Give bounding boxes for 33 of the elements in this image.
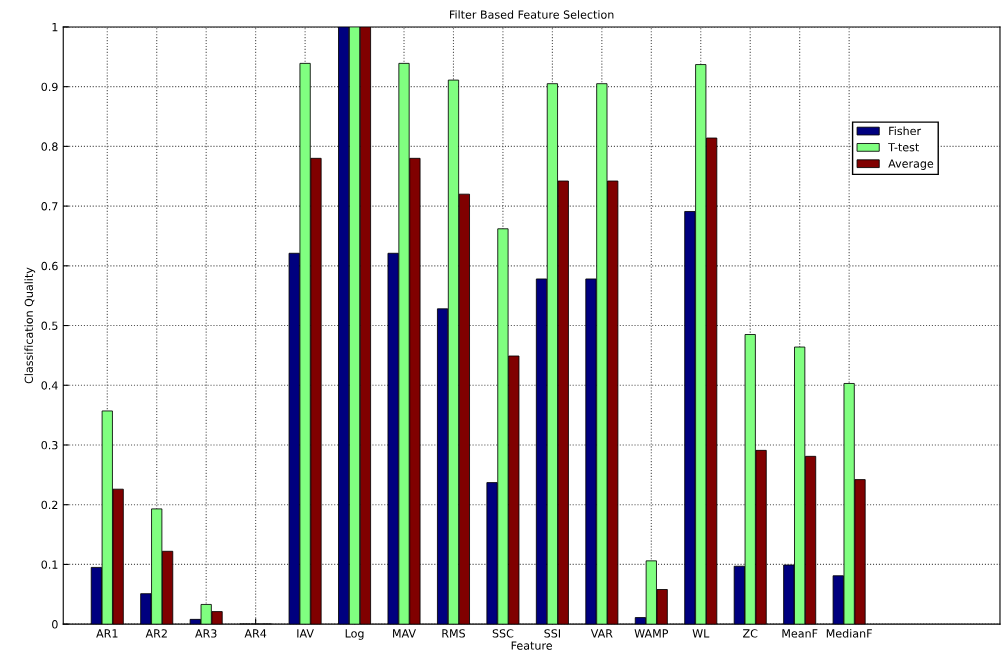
y-tick-label: 0.4: [41, 381, 58, 390]
x-axis-title: Feature: [511, 641, 553, 650]
legend-label: Fisher: [889, 126, 922, 136]
y-axis-title: Classification Quality: [24, 267, 36, 384]
x-tick-label: SSC: [492, 629, 514, 638]
x-tick-label: MeanF: [782, 629, 818, 638]
x-tick-label: IAV: [297, 629, 314, 638]
y-tick-label: 0.8: [41, 142, 58, 151]
y-tick-label: 0.2: [41, 500, 58, 510]
x-tick-label: AR3: [195, 629, 217, 638]
x-tick-label: AR2: [145, 629, 167, 638]
x-tick-label: VAR: [590, 629, 613, 638]
x-tick-label: ZC: [743, 629, 758, 638]
x-tick-label: MedianF: [826, 629, 872, 638]
y-tick-label: 0.5: [41, 321, 58, 330]
x-tick-label: AR1: [96, 629, 118, 638]
chart-title: Filter Based Feature Selection: [450, 10, 614, 19]
y-tick-label: 0.3: [41, 440, 58, 450]
legend-label: Average: [888, 159, 934, 170]
x-tick-label: AR4: [244, 629, 267, 638]
y-tick-label: 0.9: [41, 82, 58, 92]
x-tick-label: WL: [692, 629, 710, 638]
x-tick-label: MAV: [393, 629, 416, 638]
y-tick-label: 0.6: [41, 261, 58, 271]
legend-label: T-test: [888, 143, 920, 152]
y-tick-label: 0.7: [41, 202, 58, 211]
x-tick-label: WAMP: [634, 629, 669, 638]
x-tick-label: SSI: [544, 629, 560, 638]
y-tick-label: 0.1: [41, 560, 58, 569]
x-tick-label: Log: [345, 629, 364, 640]
x-tick-label: RMS: [442, 629, 466, 638]
y-tick-label: 1: [52, 23, 58, 32]
y-tick-label: 0: [52, 620, 58, 629]
